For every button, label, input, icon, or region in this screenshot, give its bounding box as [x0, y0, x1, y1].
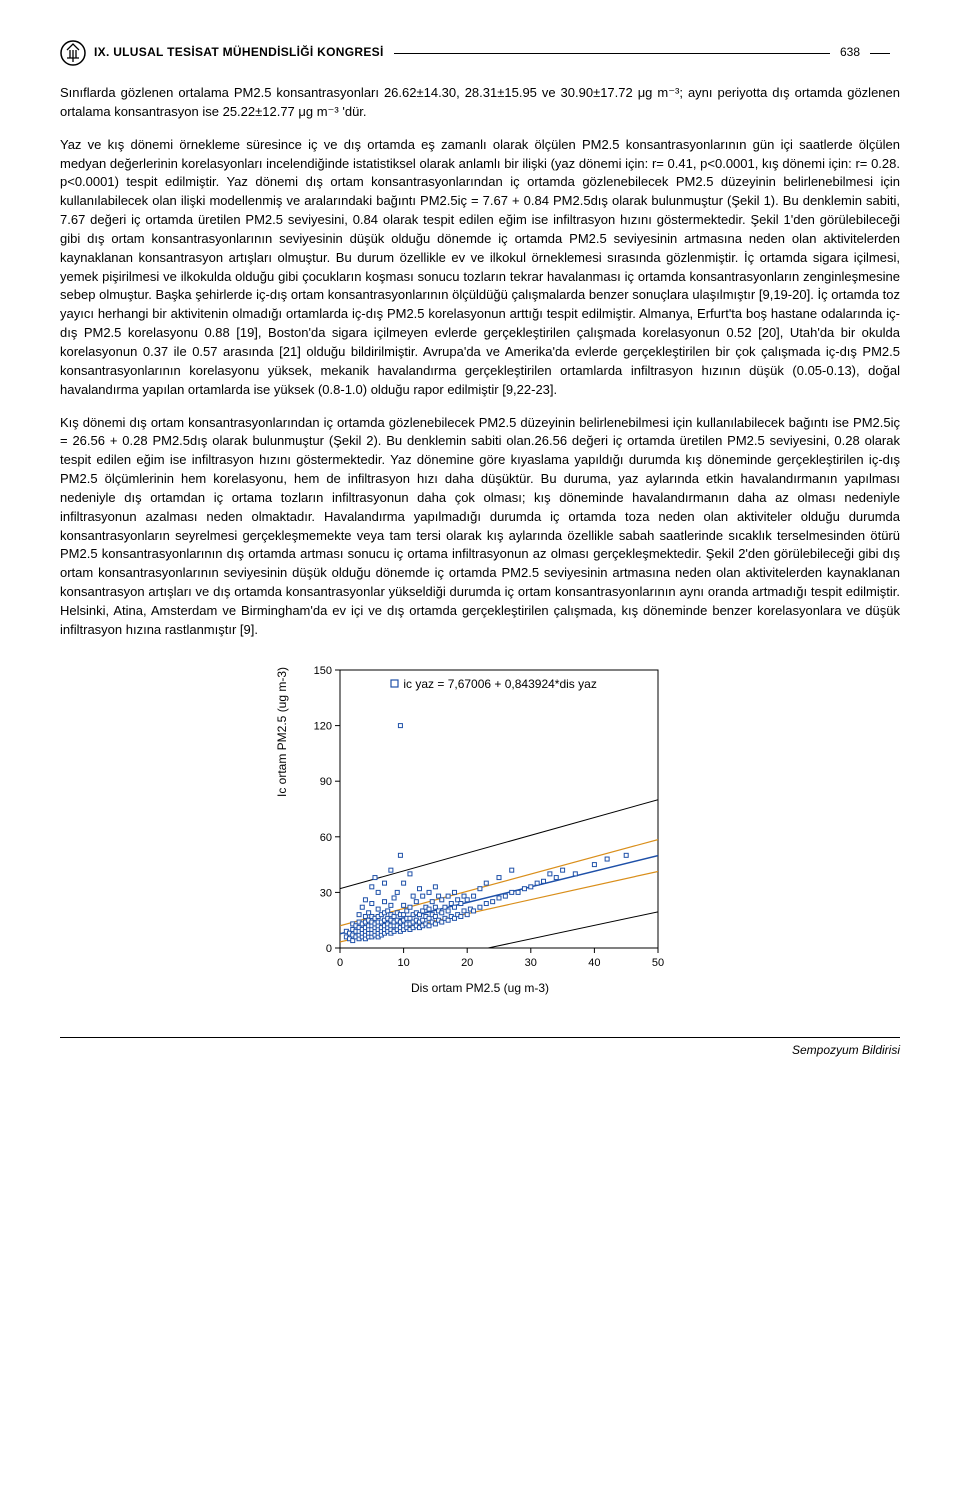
- conference-title: IX. ULUSAL TESİSAT MÜHENDİSLİĞİ KONGRESİ: [94, 44, 384, 61]
- svg-text:120: 120: [314, 720, 332, 732]
- page-footer: Sempozyum Bildirisi: [60, 1037, 900, 1059]
- svg-text:50: 50: [652, 957, 664, 969]
- svg-text:10: 10: [397, 957, 409, 969]
- page-header: IX. ULUSAL TESİSAT MÜHENDİSLİĞİ KONGRESİ…: [60, 40, 900, 66]
- svg-text:60: 60: [320, 831, 332, 843]
- footer-text: Sempozyum Bildirisi: [792, 1043, 900, 1057]
- svg-text:20: 20: [461, 957, 473, 969]
- header-rule-right: [870, 53, 890, 54]
- chart-equation: ic yaz = 7,67006 + 0,843924*dis yaz: [390, 676, 597, 693]
- chart-equation-text: ic yaz = 7,67006 + 0,843924*dis yaz: [403, 677, 596, 691]
- paragraph-2: Yaz ve kış dönemi örnekleme süresince iç…: [60, 136, 900, 400]
- logo-icon: [60, 40, 86, 66]
- paragraph-1: Sınıflarda gözlenen ortalama PM2.5 konsa…: [60, 84, 900, 122]
- chart-svg: 0 10 20 30 40 50 0 30 60 90 120 150: [290, 658, 670, 978]
- paragraph-3: Kış dönemi dış ortam konsantrasyonlarınd…: [60, 414, 900, 640]
- svg-text:0: 0: [337, 957, 343, 969]
- svg-text:30: 30: [525, 957, 537, 969]
- svg-text:90: 90: [320, 776, 332, 788]
- scatter-chart: ic yaz = 7,67006 + 0,843924*dis yaz Ic o…: [280, 658, 680, 997]
- svg-text:40: 40: [588, 957, 600, 969]
- svg-text:150: 150: [314, 665, 332, 677]
- y-axis-label: Ic ortam PM2.5 (ug m-3): [274, 667, 291, 797]
- svg-text:30: 30: [320, 887, 332, 899]
- header-rule: [394, 53, 830, 54]
- x-axis-label: Dis ortam PM2.5 (ug m-3): [280, 980, 680, 997]
- svg-text:0: 0: [326, 943, 332, 955]
- page-number: 638: [840, 44, 860, 61]
